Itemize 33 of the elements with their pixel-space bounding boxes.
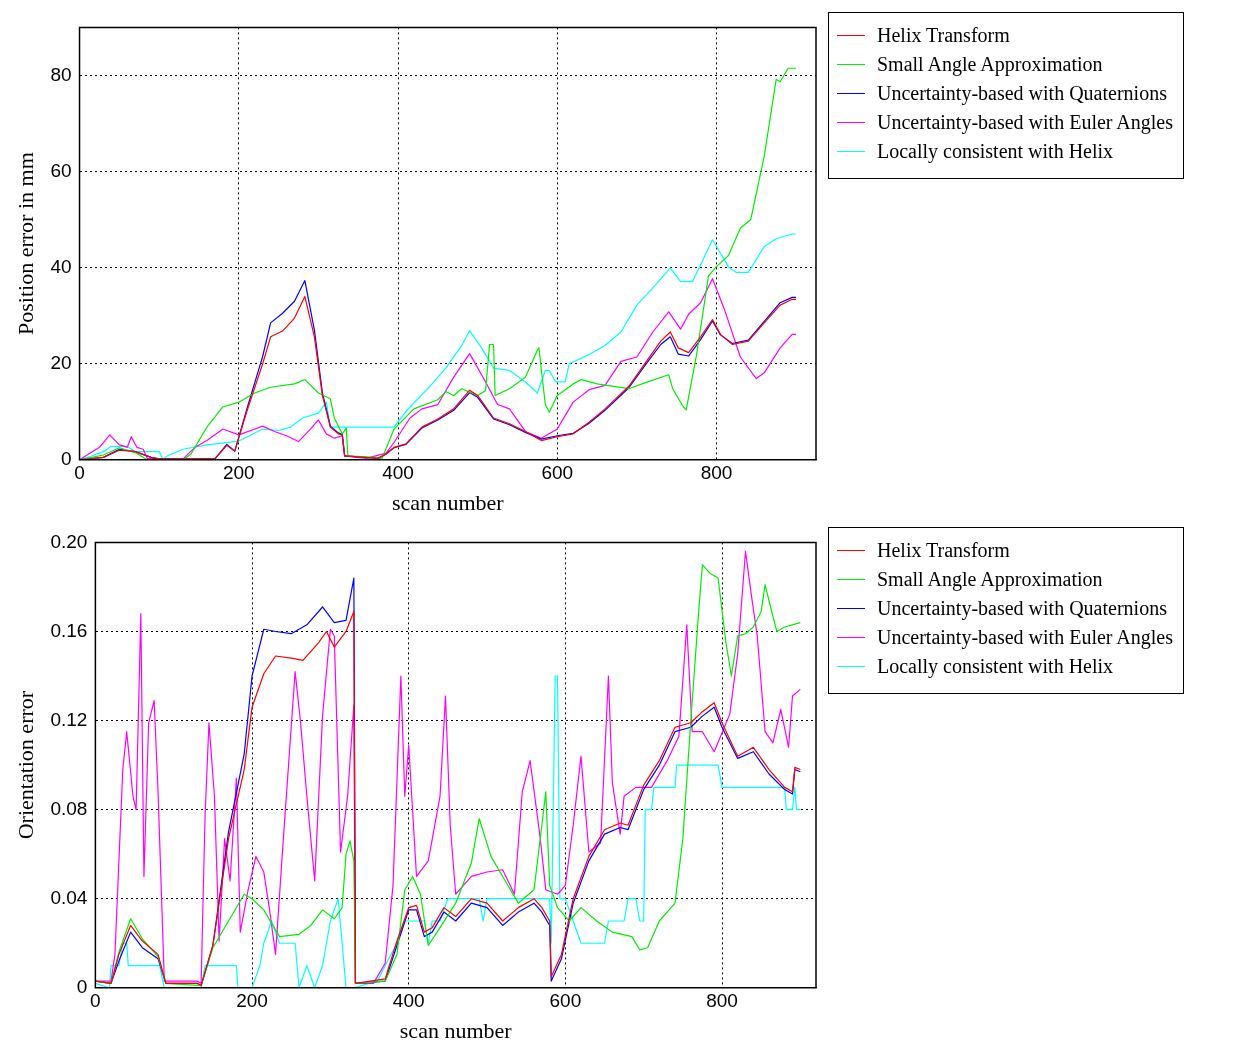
legend-label: Locally consistent with Helix [877,654,1114,680]
y-tick-label: 0.20 [50,530,88,552]
x-tick-label: 600 [549,990,582,1012]
legend-label: Helix Transform [877,538,1010,563]
x-tick-label: 400 [382,462,414,484]
y-tick-label: 0 [60,448,72,470]
legend-label: Uncertainty-based with Euler Angles [877,625,1174,651]
x-tick-label: 800 [700,462,733,484]
y-tick-label: 80 [50,63,72,85]
y-tick-label: 0.08 [50,797,88,819]
y-tick-label: 0.04 [50,886,88,908]
legend-label: Helix Transform [877,23,1010,48]
y-tick-label: 20 [50,351,72,373]
y-tick-label: 60 [50,159,72,181]
legend-label: Locally consistent with Helix [877,139,1114,165]
y-axis-title: Orientation error [12,690,38,840]
y-tick-label: 0.16 [50,619,88,641]
x-tick-label: 400 [392,990,425,1012]
legend-label: Uncertainty-based with Quaternions [877,596,1167,622]
x-tick-label: 200 [236,990,268,1012]
legend-label: Small Angle Approximation [877,52,1103,78]
legend-label: Uncertainty-based with Euler Angles [877,110,1174,136]
x-axis-title: scan number [391,489,505,515]
y-tick-label: 0.12 [50,708,88,730]
x-tick-label: 600 [541,462,574,484]
y-tick-label: 40 [50,255,72,277]
y-tick-label: 0 [76,976,88,998]
legend-label: Uncertainty-based with Quaternions [877,81,1167,107]
x-axis-title: scan number [399,1017,513,1043]
legend-label: Small Angle Approximation [877,567,1103,593]
y-axis-title: Position error in mm [12,152,38,335]
x-tick-label: 200 [222,462,255,484]
x-tick-label: 800 [706,990,738,1012]
